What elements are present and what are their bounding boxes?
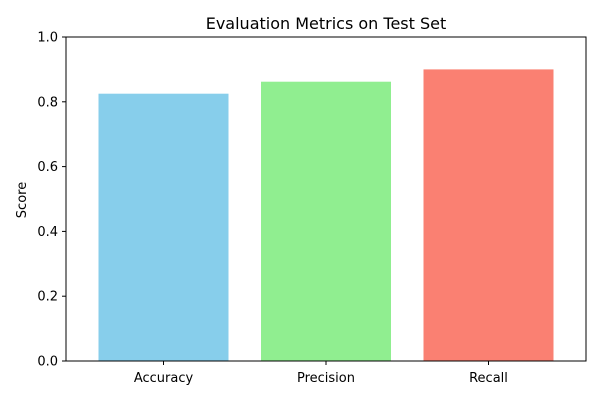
y-tick-label: 0.0	[37, 355, 58, 370]
chart-title: Evaluation Metrics on Test Set	[206, 14, 447, 33]
bar-recall	[423, 69, 554, 362]
y-tick-label: 0.6	[37, 160, 58, 175]
x-tick-label-accuracy: Accuracy	[134, 371, 194, 386]
x-tick-label-precision: Precision	[297, 371, 355, 386]
y-axis-title: Score	[15, 182, 30, 218]
y-tick-label: 0.4	[37, 225, 58, 240]
y-tick-label: 0.2	[37, 290, 58, 305]
y-tick-label: 1.0	[37, 31, 58, 46]
bar-accuracy	[98, 93, 229, 361]
y-tick-label: 0.8	[37, 95, 58, 110]
bar-precision	[261, 81, 391, 361]
plot-area: Accuracy Precision Recall 0.0 0.2 0.4 0.6 0.8 1.…	[37, 31, 587, 386]
axes-frame	[65, 36, 587, 362]
x-tick-label-recall: Recall	[469, 371, 508, 386]
